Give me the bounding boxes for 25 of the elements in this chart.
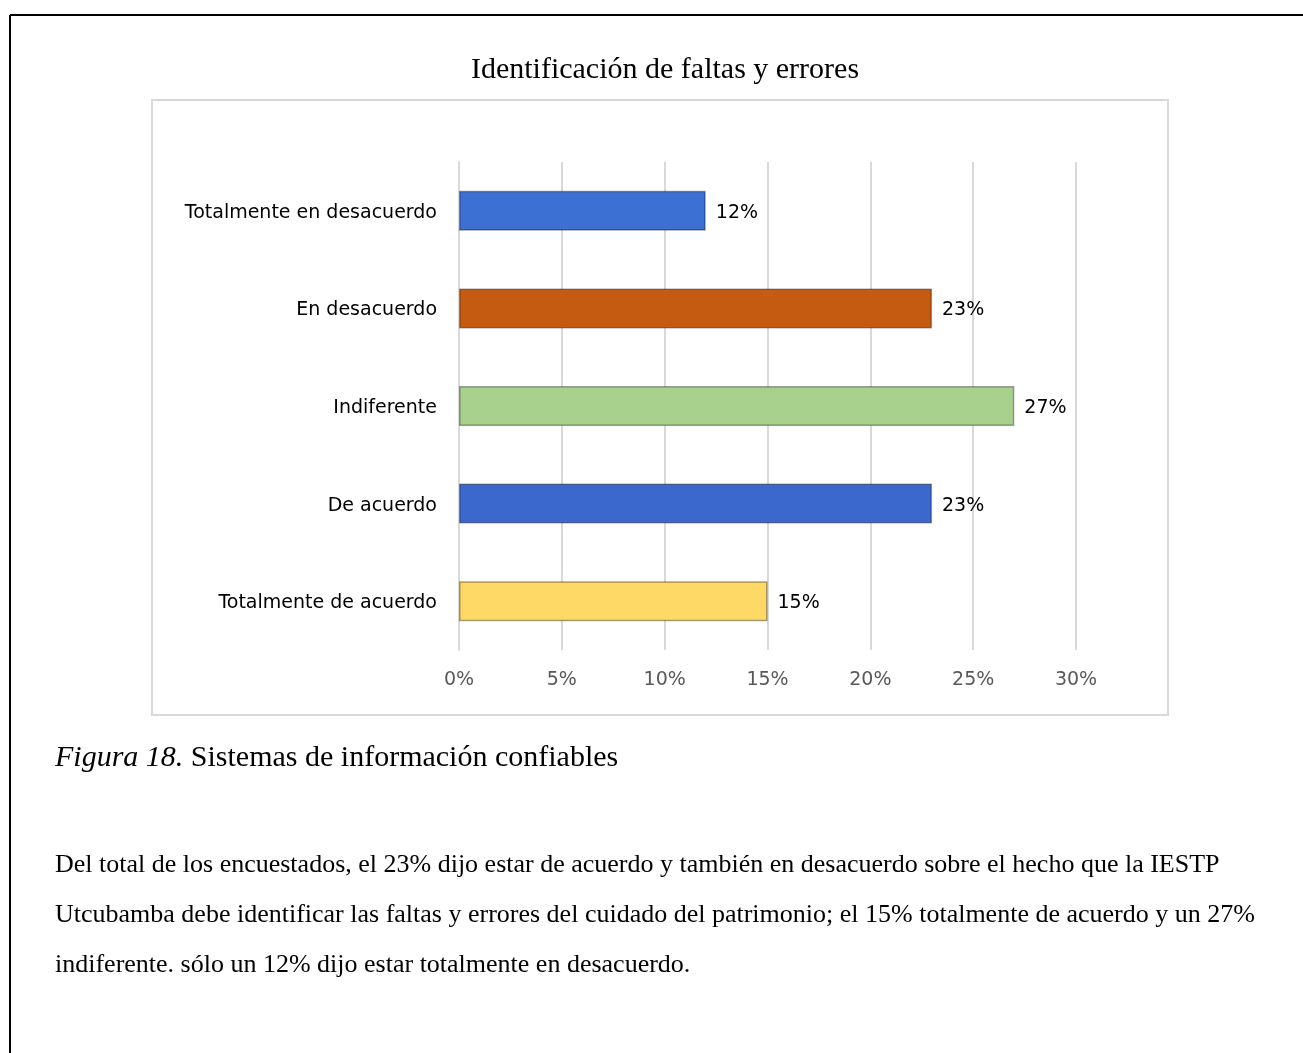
text: Figura 18. Sistemas de información confiables	[54, 738, 619, 772]
x-tick-label: 10%	[643, 666, 686, 689]
text: Del total de los encuestados, el 23% dijo estar de acuerdo y también en desacuerdo sobre el hecho que la IESTP Utcubamba debe identificar las faltas y errores del cuidado del patrimonio; el 15% totalmente de acuerdo y un 27% indiferente. sólo un 12% dijo estar totalmente en desacuerdo.	[55, 848, 1262, 978]
bar	[459, 483, 933, 524]
y-tick-label: De acuerdo	[327, 492, 437, 515]
y-tick-label: En desacuerdo	[296, 297, 437, 320]
data-label: 23%	[942, 492, 985, 515]
bar	[459, 581, 768, 622]
chart-title: Identificación de faltas y errores	[470, 50, 860, 84]
x-tick-label: 30%	[1054, 666, 1098, 689]
x-tick-label: 25%	[952, 666, 995, 689]
y-tick-label: Totalmente en desacuerdo	[183, 199, 437, 222]
y-tick-label: Indiferente	[333, 395, 437, 417]
x-tick-label: 15%	[746, 666, 789, 689]
bar	[459, 386, 1015, 426]
data-label: 12%	[715, 199, 759, 222]
bar	[459, 288, 933, 329]
data-label: 27%	[1024, 395, 1067, 417]
y-tick-label: Totalmente de acuerdo	[217, 590, 437, 613]
x-tick-label: 5%	[546, 666, 577, 689]
bar	[459, 190, 706, 231]
x-tick-label: 20%	[849, 666, 892, 689]
data-label: 23%	[942, 297, 985, 320]
x-tick-label: 0%	[443, 666, 475, 689]
data-label: 15%	[777, 590, 820, 613]
